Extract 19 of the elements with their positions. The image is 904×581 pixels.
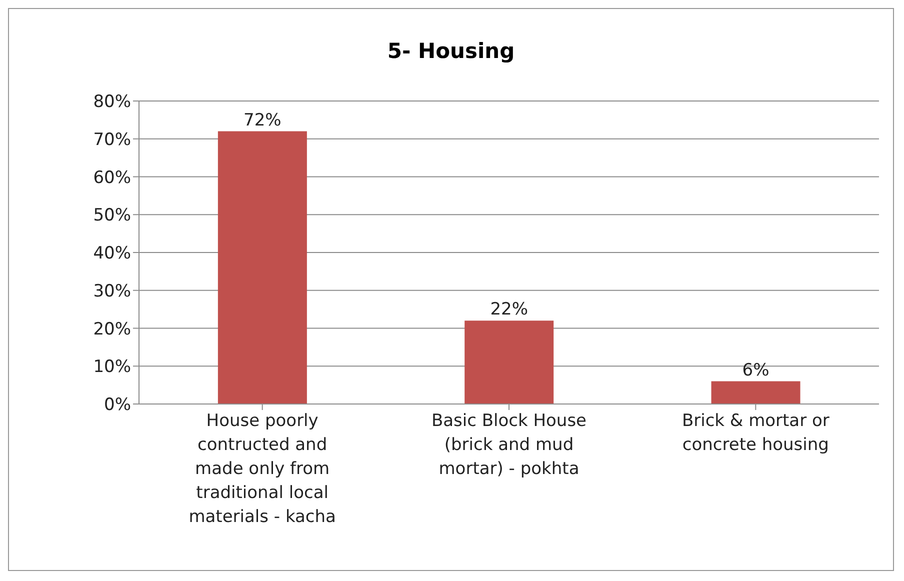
bar xyxy=(711,381,800,404)
y-tick-label: 40% xyxy=(93,244,131,264)
y-tick-label: 20% xyxy=(93,319,131,340)
x-tick-label: Basic Block House (brick and mud mortar) - pokhta xyxy=(431,411,587,479)
bar xyxy=(218,131,307,404)
y-tick-label: 10% xyxy=(93,357,131,378)
x-tick-label: Brick & mortar or concrete housing xyxy=(682,411,830,455)
chart-title: 5- Housing xyxy=(386,39,516,63)
data-label: 72% xyxy=(244,110,282,130)
y-tick-label: 80% xyxy=(93,92,131,112)
y-tick-label: 60% xyxy=(93,168,131,188)
y-tick-label: 0% xyxy=(104,395,131,416)
y-tick-label: 70% xyxy=(93,130,131,150)
y-tick-label: 50% xyxy=(93,206,131,226)
bar xyxy=(464,320,554,404)
x-tick-label: House poorly contructed and made only from traditional local materials - kacha xyxy=(188,411,336,527)
data-label: 6% xyxy=(742,360,770,380)
data-label: 22% xyxy=(490,300,528,320)
y-tick-label: 30% xyxy=(93,281,131,302)
